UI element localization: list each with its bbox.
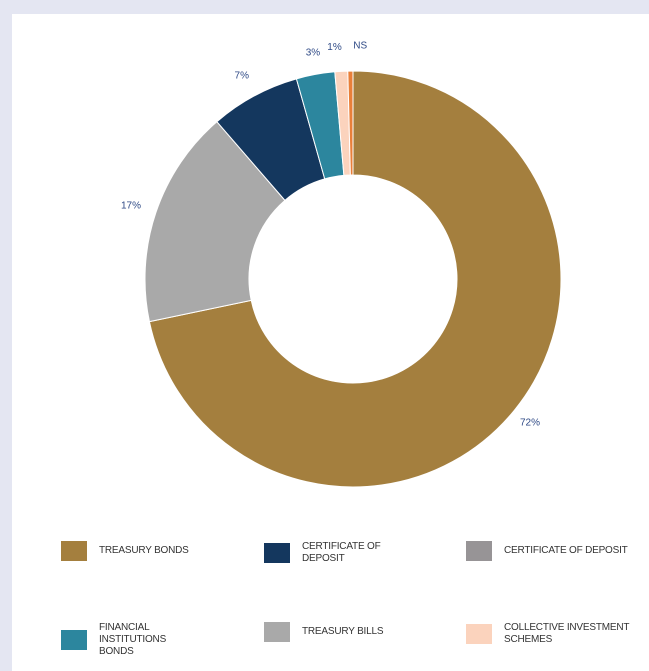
data-label: 7%	[235, 71, 250, 82]
data-label: NS	[353, 41, 367, 52]
slice-treasury-bonds	[148, 70, 562, 488]
data-label: 3%	[306, 47, 321, 58]
slice-ns	[347, 70, 354, 176]
data-label: 17%	[121, 201, 141, 212]
data-label: 1%	[327, 42, 342, 53]
slice-treasury-bills	[144, 121, 286, 323]
data-label: 72%	[520, 417, 540, 428]
